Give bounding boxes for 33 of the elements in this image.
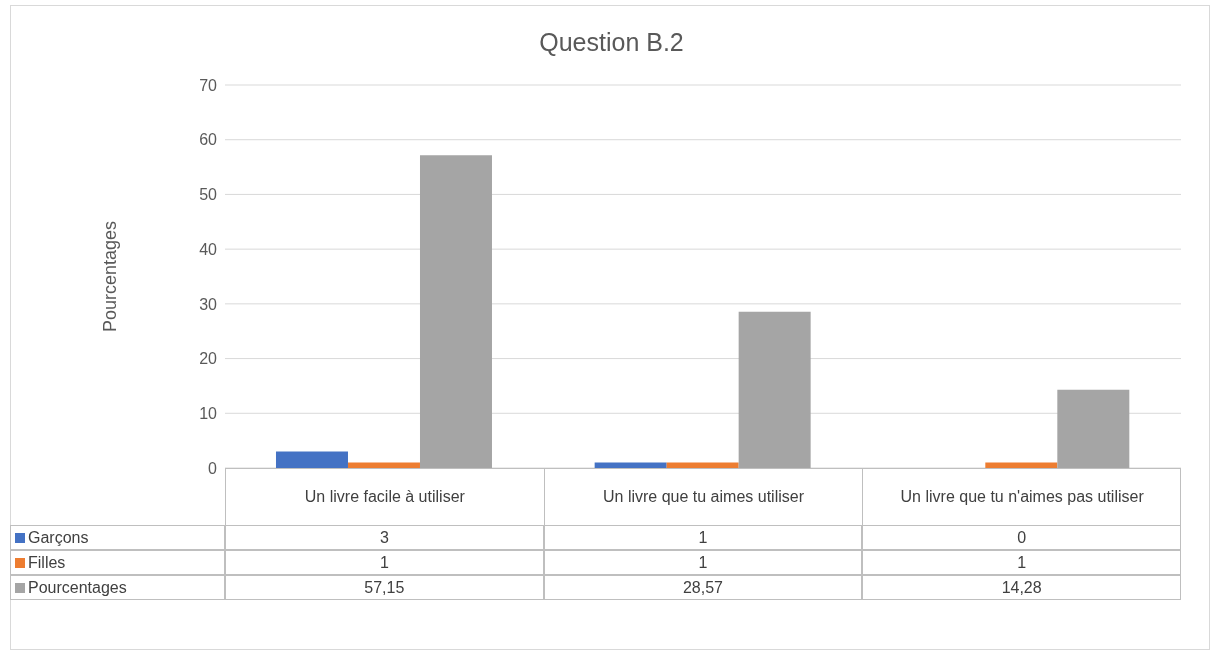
bar [1057,389,1130,468]
data-label: 14,28 [1001,578,1042,597]
bar [666,462,739,468]
data-label: 28,57 [682,578,723,597]
legend-label: Pourcentages [28,578,127,597]
y-tick-label: 60 [199,131,218,149]
data-label: 1 [379,553,389,572]
bar [738,311,811,468]
y-tick-label: 70 [199,76,218,94]
bar [419,155,492,468]
y-tick-label: 40 [199,240,218,258]
data-label: 0 [1017,528,1027,547]
y-tick-label: 30 [199,295,218,313]
x-tick-label: Un livre que tu n'aimes pas utiliser [900,487,1144,506]
bar [347,462,420,468]
data-label: 1 [1017,553,1027,572]
x-tick-label: Un livre que tu aimes utiliser [603,487,804,506]
data-label: 3 [379,528,389,547]
bar [275,451,348,468]
y-tick-label: 0 [208,459,218,477]
chart-title: Question B.2 [538,28,685,57]
bar [985,462,1058,468]
y-tick-label: 10 [199,404,218,422]
data-label: 57,15 [364,578,405,597]
y-axis-title: Pourcentages [100,220,121,333]
y-tick-label: 50 [199,186,218,204]
bar [594,462,667,468]
data-label: 1 [698,553,708,572]
x-tick-label: Un livre facile à utiliser [304,487,465,506]
legend-label: Filles [28,553,66,572]
data-label: 1 [698,528,708,547]
legend-label: Garçons [28,528,89,547]
y-tick-label: 20 [199,350,218,368]
